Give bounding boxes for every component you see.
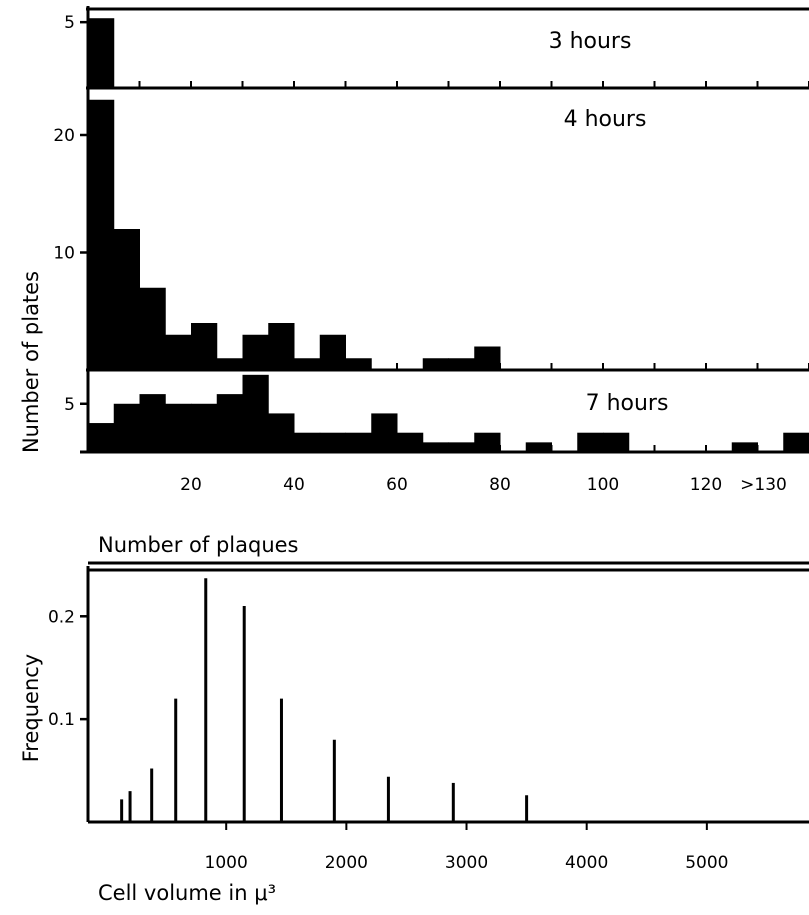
- x-tick-label: 80: [489, 475, 511, 495]
- bar-7-hours-75: [474, 432, 501, 452]
- x-tick-label: 1000: [205, 853, 248, 873]
- bar-7-hours-10: [139, 394, 166, 452]
- x-tick-label: >130: [740, 475, 787, 495]
- bar-7-hours-125: [731, 442, 758, 452]
- bar-7-hours-15: [165, 403, 192, 452]
- bar-7-hours-45: [319, 432, 346, 452]
- top-chart-marks: 5 3 hours 20 10 4 hours 5 7 hours 20 40 60 80 100 12…: [53, 13, 809, 495]
- y-tick-label: 0.2: [48, 607, 75, 627]
- bar-7-hours-70: [448, 442, 475, 452]
- x-tick-label: 3000: [445, 853, 488, 873]
- x-tick-label: 20: [180, 475, 202, 495]
- bar-4-hours-0: [88, 99, 115, 370]
- bottom-chart-marks: 0.2 0.1 1000 2000 3000 4000 5000: [48, 578, 728, 873]
- x-tick-label: 4000: [565, 853, 608, 873]
- bar-3-hours-0: [88, 18, 115, 88]
- bar-4-hours-25: [216, 358, 243, 370]
- bottom-y-axis-label: Frequency: [19, 654, 43, 763]
- bar-4-hours-30: [242, 334, 269, 370]
- bar-7-hours-85: [525, 442, 552, 452]
- bar-7-hours-35: [268, 413, 295, 452]
- bar-7-hours-65: [422, 442, 449, 452]
- x-tick-label: 100: [587, 475, 619, 495]
- y-tick-label: 0.1: [48, 710, 75, 730]
- bottom-x-axis-label: Cell volume in μ³: [98, 881, 276, 905]
- bar-4-hours-15: [165, 334, 192, 370]
- bar-4-hours-70: [448, 358, 475, 370]
- bar-4-hours-75: [474, 346, 501, 370]
- bar-4-hours-5: [113, 229, 140, 370]
- bar-4-hours-50: [345, 358, 372, 370]
- x-tick-label: 60: [386, 475, 408, 495]
- panel-label-7-hours: 7 hours: [586, 391, 669, 416]
- bar-7-hours-135: [783, 432, 809, 452]
- top-x-axis-label: Number of plaques: [98, 533, 298, 557]
- bar-7-hours-95: [577, 432, 604, 452]
- bottom-frame: [86, 566, 809, 824]
- bar-7-hours-5: [113, 403, 140, 452]
- bar-7-hours-25: [216, 394, 243, 452]
- bar-7-hours-50: [345, 432, 372, 452]
- panel-label-3-hours: 3 hours: [549, 29, 632, 54]
- bar-4-hours-10: [139, 287, 166, 370]
- bar-4-hours-45: [319, 334, 346, 370]
- x-tick-label: 40: [283, 475, 305, 495]
- bar-7-hours-30: [242, 374, 269, 452]
- x-tick-label: 2000: [325, 853, 368, 873]
- bar-4-hours-35: [268, 323, 295, 370]
- top-frame: [80, 6, 809, 454]
- y-tick-label: 20: [53, 126, 75, 146]
- bar-4-hours-65: [422, 358, 449, 370]
- figure-separator: [88, 561, 809, 572]
- y-tick-label: 5: [64, 13, 75, 33]
- bar-4-hours-40: [294, 358, 321, 370]
- bar-7-hours-40: [294, 432, 321, 452]
- bar-7-hours-0: [88, 423, 115, 452]
- x-tick-label: 120: [690, 475, 722, 495]
- bar-7-hours-100: [603, 432, 630, 452]
- top-y-axis-label: Number of plates: [19, 271, 43, 453]
- bar-7-hours-55: [371, 413, 398, 452]
- y-tick-label: 10: [53, 244, 75, 264]
- y-tick-label: 5: [64, 395, 75, 415]
- x-tick-label: 5000: [685, 853, 728, 873]
- bar-7-hours-20: [191, 403, 218, 452]
- panel-label-4-hours: 4 hours: [564, 107, 647, 132]
- bar-4-hours-20: [191, 323, 218, 370]
- bar-7-hours-60: [397, 432, 424, 452]
